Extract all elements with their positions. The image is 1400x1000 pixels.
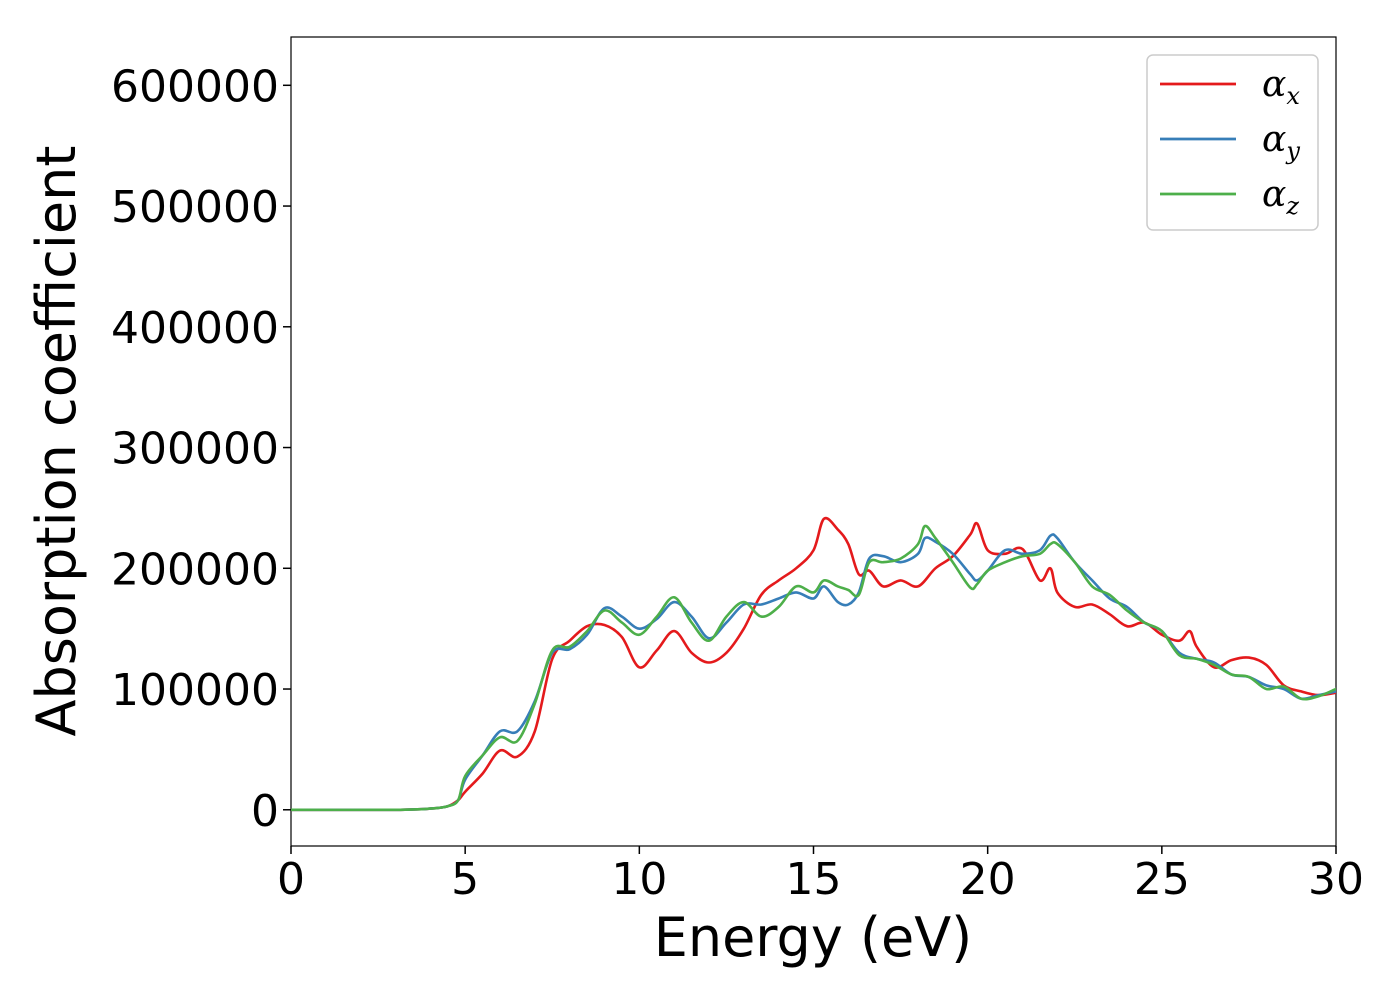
x-tick-label: 0 bbox=[277, 854, 305, 905]
x-tick-label: 10 bbox=[611, 854, 667, 905]
y-tick-label: 500000 bbox=[111, 182, 279, 233]
legend-label-x: αx bbox=[1262, 64, 1300, 110]
y-tick-label: 100000 bbox=[111, 665, 279, 716]
y-tick-label: 300000 bbox=[111, 424, 279, 475]
x-tick-label: 20 bbox=[960, 854, 1016, 905]
legend-label-subscript: y bbox=[1285, 137, 1300, 165]
legend-label-subscript: x bbox=[1286, 82, 1300, 110]
series-line-z bbox=[291, 524, 1336, 812]
legend-label-y: αy bbox=[1262, 119, 1300, 165]
legend-label-base: α bbox=[1262, 119, 1286, 160]
legend-label-z: αz bbox=[1262, 174, 1299, 220]
x-axis-ticks: 0 5 10 15 20 25 30 bbox=[277, 846, 1364, 905]
y-tick-label: 400000 bbox=[111, 303, 279, 354]
legend-label-base: α bbox=[1262, 174, 1286, 215]
x-tick-label: 25 bbox=[1134, 854, 1190, 905]
x-tick-label: 15 bbox=[786, 854, 842, 905]
x-tick-label: 30 bbox=[1308, 854, 1364, 905]
legend-box bbox=[1146, 54, 1319, 231]
legend-label-subscript: z bbox=[1285, 192, 1299, 220]
y-axis-title: Absorption coefficient bbox=[25, 146, 88, 737]
y-axis-ticks: 0 100000 200000 300000 400000 500000 600000 bbox=[111, 61, 291, 837]
x-tick-label: 5 bbox=[451, 854, 479, 905]
y-tick-label: 200000 bbox=[111, 544, 279, 595]
series-line-x bbox=[291, 516, 1336, 812]
x-axis-title: Energy (eV) bbox=[654, 906, 973, 969]
y-tick-label: 0 bbox=[251, 786, 279, 837]
y-tick-label: 600000 bbox=[111, 61, 279, 112]
series-layer bbox=[291, 516, 1336, 812]
legend-label-base: α bbox=[1262, 64, 1286, 105]
